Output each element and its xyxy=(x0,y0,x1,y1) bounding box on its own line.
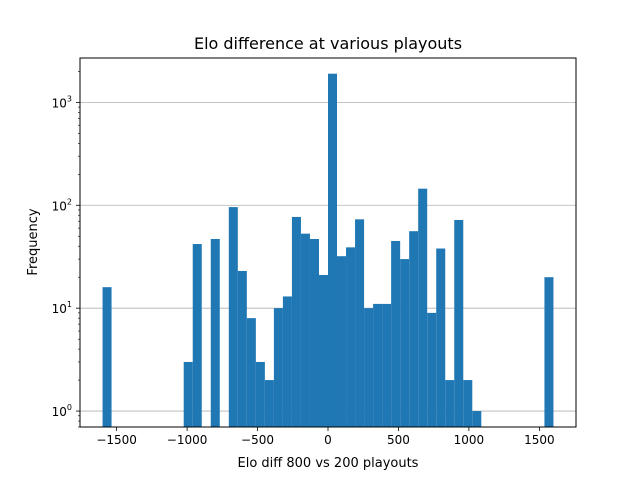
x-tick-label: −1000 xyxy=(167,433,208,447)
x-tick-label: 1000 xyxy=(454,433,485,447)
histogram-bar xyxy=(255,361,265,427)
x-ticks-layer: −1500 −1000 −500 0 500 1000 1500 xyxy=(96,427,555,447)
histogram-bar xyxy=(544,277,554,427)
x-tick-label: 0 xyxy=(324,433,332,447)
histogram-bar xyxy=(273,308,283,427)
y-ticks-layer: 100 101 102 103 xyxy=(52,71,80,428)
histogram-bar xyxy=(409,231,419,427)
histogram-bar xyxy=(246,318,256,427)
histogram-bar xyxy=(463,380,473,427)
histogram-bar xyxy=(346,247,356,427)
histogram-bar xyxy=(192,244,202,427)
histogram-bar xyxy=(300,233,310,427)
x-tick-label: −1500 xyxy=(96,433,137,447)
histogram-bar xyxy=(418,188,428,427)
y-tick-label: 103 xyxy=(52,94,72,110)
histogram-bar xyxy=(364,308,374,427)
histogram-bar xyxy=(382,303,392,427)
histogram-bar xyxy=(391,240,401,427)
histogram-bar xyxy=(436,248,446,427)
histogram-bar xyxy=(355,219,365,427)
y-tick-label: 100 xyxy=(52,403,72,419)
histogram-bar xyxy=(328,73,338,427)
histogram-bar xyxy=(454,219,464,427)
y-tick-label: 102 xyxy=(52,197,72,213)
histogram-bar xyxy=(427,312,437,427)
y-axis-label: Frequency xyxy=(26,208,41,275)
x-tick-label: 500 xyxy=(387,433,410,447)
histogram-bar xyxy=(400,259,410,427)
histogram-bar xyxy=(183,361,193,427)
histogram-bar xyxy=(228,207,238,427)
histogram-bar xyxy=(337,256,347,427)
histogram-bar xyxy=(102,287,112,427)
histogram-bar xyxy=(210,239,220,427)
histogram-bar xyxy=(309,239,319,427)
histogram-bar xyxy=(318,275,328,427)
bars-layer xyxy=(102,73,554,427)
x-tick-label: −500 xyxy=(241,433,274,447)
chart-title: Elo difference at various playouts xyxy=(194,34,462,53)
y-tick-label: 101 xyxy=(52,300,72,316)
x-tick-label: 1500 xyxy=(524,433,555,447)
histogram-bar xyxy=(373,303,383,427)
histogram-bar xyxy=(282,296,292,427)
histogram-bar xyxy=(237,270,247,427)
histogram-bar xyxy=(264,380,274,427)
histogram-bar xyxy=(472,411,482,427)
histogram-bar xyxy=(291,216,301,427)
histogram-bar xyxy=(445,380,455,427)
x-axis-label: Elo diff 800 vs 200 playouts xyxy=(238,456,419,471)
